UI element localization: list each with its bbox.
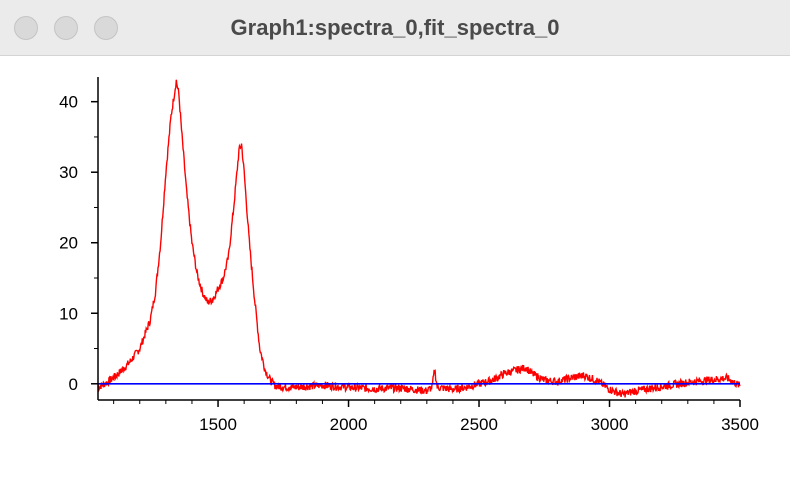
spectra-chart[interactable]: 0 10 20 30 40 1500 2000 2500 3000 3500 — [0, 57, 790, 472]
window-titlebar[interactable]: Graph1:spectra_0,fit_spectra_0 — [0, 0, 790, 56]
y-tick-label: 40 — [59, 93, 78, 112]
y-tick-label: 10 — [59, 304, 78, 323]
window-title: Graph1:spectra_0,fit_spectra_0 — [230, 15, 560, 40]
y-tick-label: 20 — [59, 234, 78, 253]
spectra-line — [97, 79, 741, 398]
x-tick-label: 2000 — [330, 415, 368, 434]
series-layer — [97, 79, 741, 398]
y-tick-label: 30 — [59, 163, 78, 182]
plot-area[interactable]: 0 10 20 30 40 1500 2000 2500 3000 3500 — [0, 57, 790, 472]
x-tick-label: 3000 — [591, 415, 629, 434]
close-button[interactable] — [14, 16, 38, 40]
x-tick-label: 3500 — [721, 415, 759, 434]
minimize-button[interactable] — [54, 16, 78, 40]
zoom-button[interactable] — [94, 16, 118, 40]
x-tick-label: 2500 — [460, 415, 498, 434]
y-tick-label: 0 — [69, 375, 78, 394]
x-tick-label: 1500 — [199, 415, 237, 434]
axes-layer: 0 10 20 30 40 1500 2000 2500 3000 3500 — [59, 77, 759, 434]
